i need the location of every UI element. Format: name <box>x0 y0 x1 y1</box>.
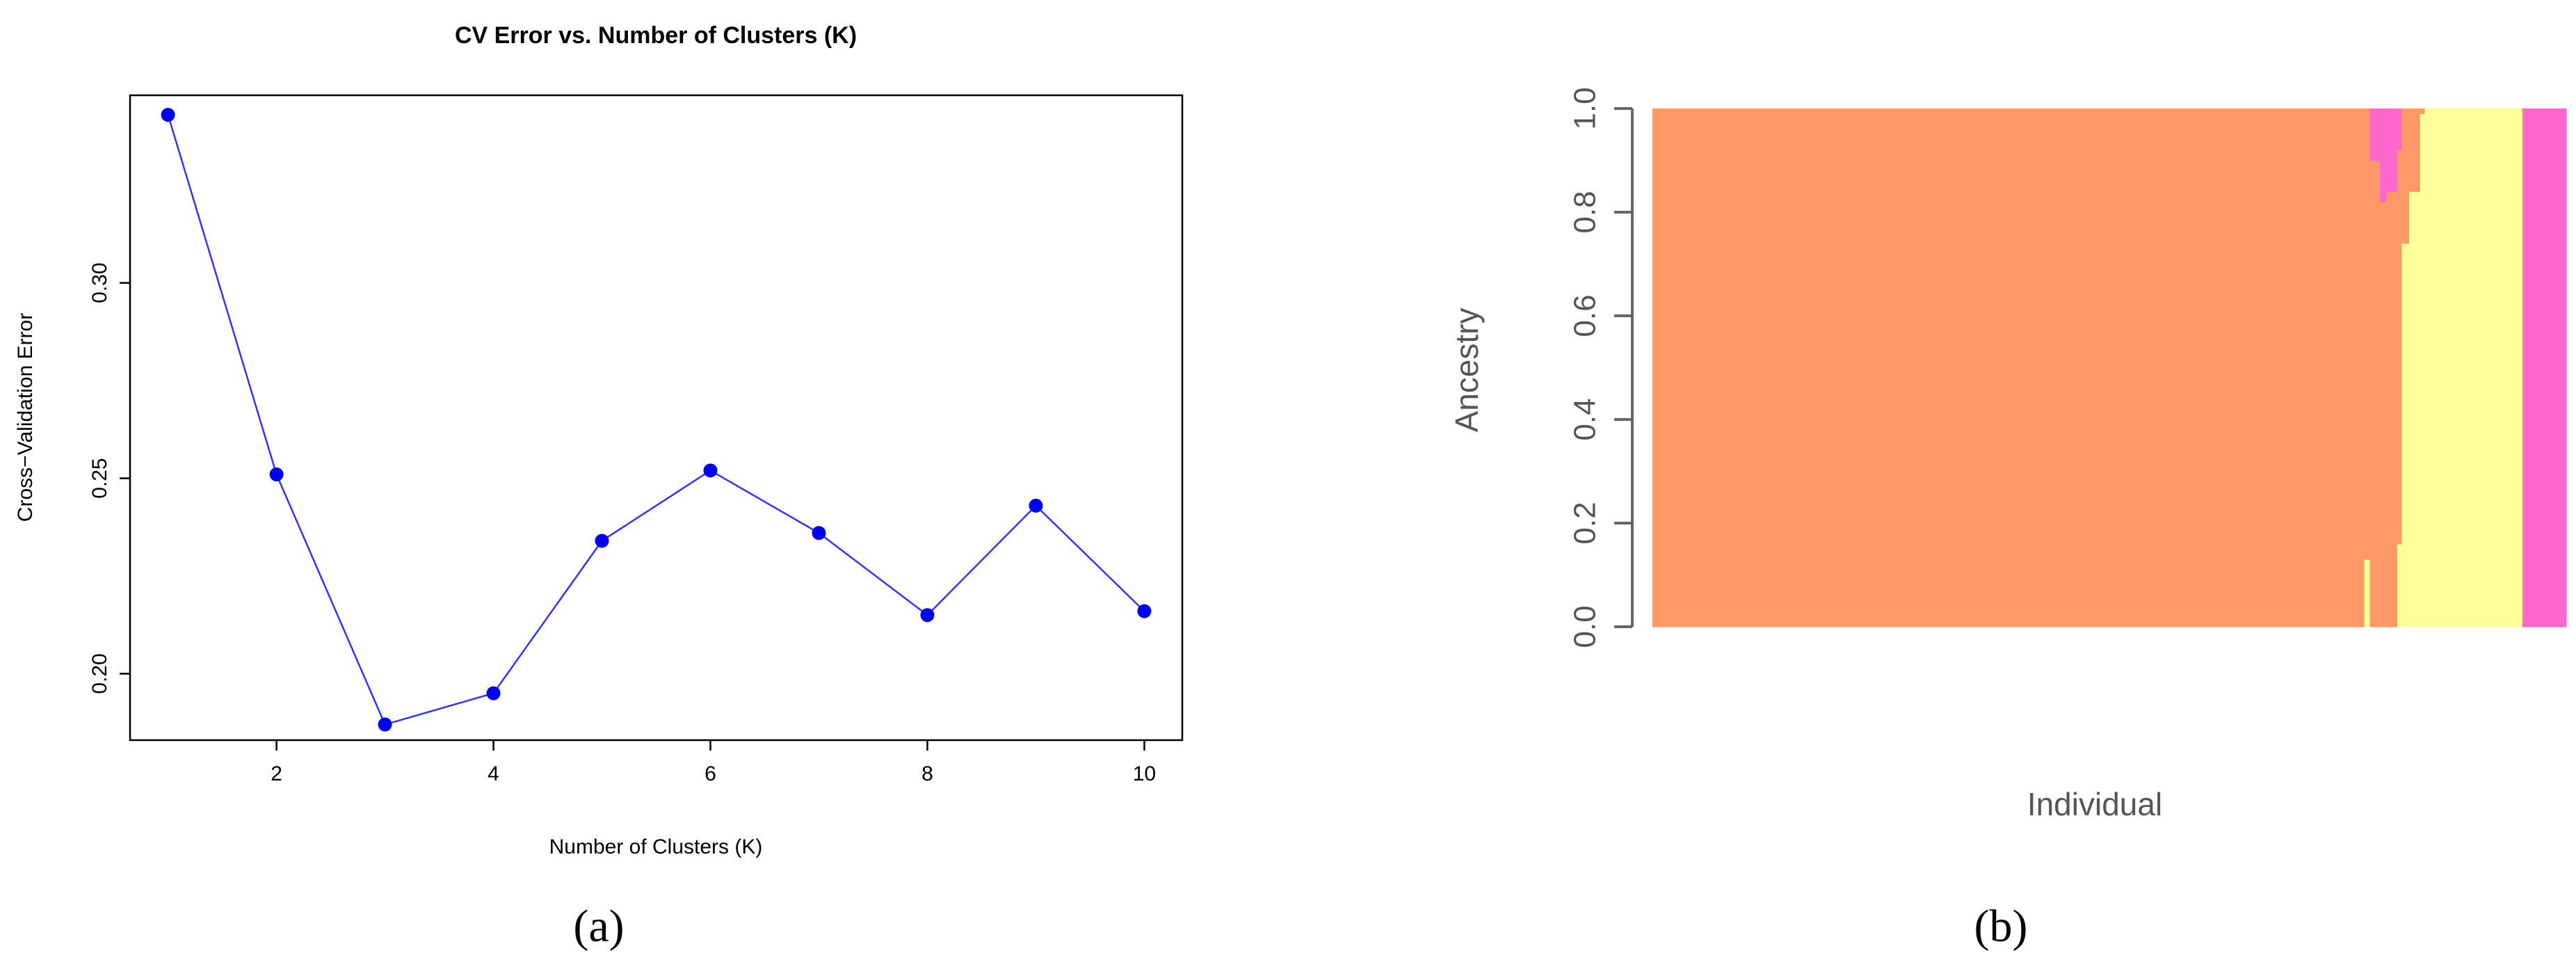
ancestry-bar-segment-pink <box>2397 109 2403 151</box>
chart-a-series <box>161 108 1152 732</box>
chart-a-y-tick-label: 0.20 <box>88 653 111 694</box>
chart-b-ancestry-bars <box>1652 109 2567 627</box>
chart-a-data-point <box>269 467 284 481</box>
chart-a-plot-frame <box>129 94 1184 742</box>
ancestry-bar-segment-yellow <box>2424 109 2523 627</box>
chart-b-y-label: Ancestry <box>1449 308 1485 433</box>
chart-a-title: CV Error vs. Number of Clusters (K) <box>455 22 857 49</box>
chart-a-y-axis: 0.20 0.25 0.30 <box>88 262 130 694</box>
panel-label-b: (b) <box>1974 901 2028 952</box>
chart-b-y-tick-label: 0.8 <box>1568 191 1602 233</box>
chart-a-x-tick-label: 4 <box>488 762 499 785</box>
ancestry-bar-segment-orange <box>2408 109 2421 192</box>
ancestry-bar-segment-orange <box>2369 160 2381 627</box>
ancestry-bar-segment-yellow <box>2408 191 2421 627</box>
chart-a-data-point <box>595 534 609 548</box>
chart-a-line-segment <box>492 540 603 694</box>
chart-a-x-tick-label: 2 <box>271 762 282 785</box>
chart-a-data-point <box>378 717 392 732</box>
chart-b-x-label: Individual <box>2027 786 2162 822</box>
chart-a-line-segment <box>1035 505 1145 612</box>
chart-a-x-label: Number of Clusters (K) <box>549 835 763 858</box>
chart-a-y-tick-label: 0.25 <box>88 458 111 498</box>
chart-b-y-tick-label: 0.2 <box>1568 502 1602 544</box>
chart-a-line-segment <box>601 470 711 542</box>
chart-a-line-segment <box>926 505 1037 616</box>
chart-b-y-axis: 0.0 0.2 0.4 0.6 0.8 1.0 <box>1568 87 1634 648</box>
ancestry-bar-segment-orange <box>2379 202 2387 627</box>
ancestry-bar-segment-orange <box>2397 150 2403 545</box>
chart-a-x-axis: 2 4 6 8 10 <box>271 740 1156 785</box>
chart-a-line-segment <box>709 470 820 534</box>
cv-error-chart: CV Error vs. Number of Clusters (K) 0.20… <box>14 22 1184 952</box>
chart-a-line-segment <box>818 532 928 616</box>
ancestry-chart: 0.0 0.2 0.4 0.6 0.8 1.0 Ancestry Individual (… <box>1449 87 2567 952</box>
ancestry-bar-segment-orange <box>2364 109 2371 560</box>
chart-a-line-segment <box>167 114 277 475</box>
ancestry-bar-segment-yellow <box>2397 543 2403 627</box>
ancestry-bar-segment-pink <box>2522 109 2567 627</box>
chart-a-data-point <box>1029 498 1043 513</box>
chart-a-data-point <box>920 608 935 623</box>
chart-a-data-point <box>161 108 175 122</box>
ancestry-bar-segment-pink <box>2369 109 2381 161</box>
chart-a-data-point <box>1137 604 1152 618</box>
chart-b-y-tick-label: 0.6 <box>1568 294 1602 337</box>
panel-label-a: (a) <box>573 901 624 952</box>
ancestry-bar-segment-pink <box>2379 109 2387 202</box>
chart-b-y-tick-label: 0.0 <box>1568 605 1602 648</box>
chart-a-y-tick-label: 0.30 <box>88 262 111 303</box>
chart-b-y-tick-label: 0.4 <box>1568 398 1602 440</box>
ancestry-bar-segment-orange <box>1652 109 2365 627</box>
chart-a-x-tick-label: 6 <box>705 762 716 785</box>
ancestry-bar-segment-yellow <box>2420 113 2425 627</box>
chart-a-line-segment <box>385 692 494 726</box>
chart-a-data-point <box>486 686 501 700</box>
ancestry-bar-segment-yellow <box>2364 559 2371 627</box>
chart-b-y-tick-label: 1.0 <box>1568 87 1602 129</box>
ancestry-bar-segment-yellow <box>2401 243 2410 627</box>
ancestry-bar-segment-orange <box>2386 191 2398 627</box>
chart-a-y-label: Cross−Validation Error <box>14 313 37 522</box>
chart-a-line-segment <box>275 474 386 726</box>
chart-a-x-tick-label: 8 <box>921 762 933 785</box>
chart-a-data-point <box>812 526 826 540</box>
ancestry-bar-segment-pink <box>2386 109 2398 192</box>
ancestry-bar-segment-orange <box>2401 109 2410 244</box>
chart-a-data-point <box>703 463 718 478</box>
chart-a-x-tick-label: 10 <box>1133 762 1156 785</box>
ancestry-bar-segment-orange <box>2420 109 2425 115</box>
